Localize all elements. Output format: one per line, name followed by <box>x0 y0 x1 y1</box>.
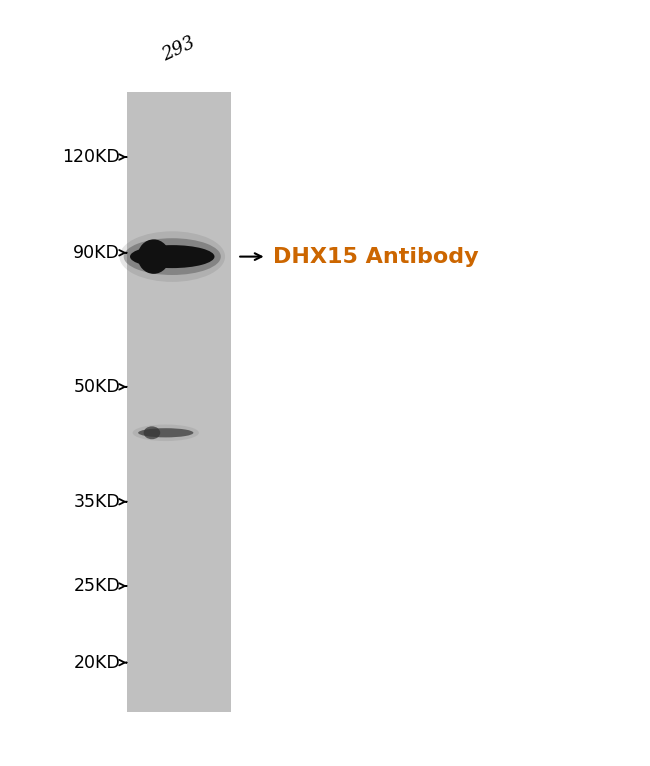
Ellipse shape <box>138 428 194 437</box>
Text: 20KD: 20KD <box>73 653 120 672</box>
Text: 120KD: 120KD <box>62 148 120 166</box>
Ellipse shape <box>144 427 160 439</box>
Text: 50KD: 50KD <box>73 378 120 396</box>
Ellipse shape <box>120 231 225 282</box>
Text: 293: 293 <box>159 34 198 65</box>
Ellipse shape <box>124 238 221 275</box>
Ellipse shape <box>130 245 214 268</box>
Text: 90KD: 90KD <box>73 244 120 262</box>
Text: 25KD: 25KD <box>73 577 120 595</box>
Ellipse shape <box>138 239 170 273</box>
Ellipse shape <box>133 424 199 441</box>
Text: 35KD: 35KD <box>73 493 120 511</box>
Text: DHX15 Antibody: DHX15 Antibody <box>273 247 478 267</box>
Bar <box>127 92 231 712</box>
